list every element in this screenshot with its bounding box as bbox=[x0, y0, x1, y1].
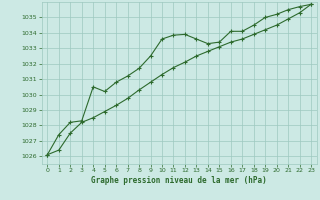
X-axis label: Graphe pression niveau de la mer (hPa): Graphe pression niveau de la mer (hPa) bbox=[91, 176, 267, 185]
